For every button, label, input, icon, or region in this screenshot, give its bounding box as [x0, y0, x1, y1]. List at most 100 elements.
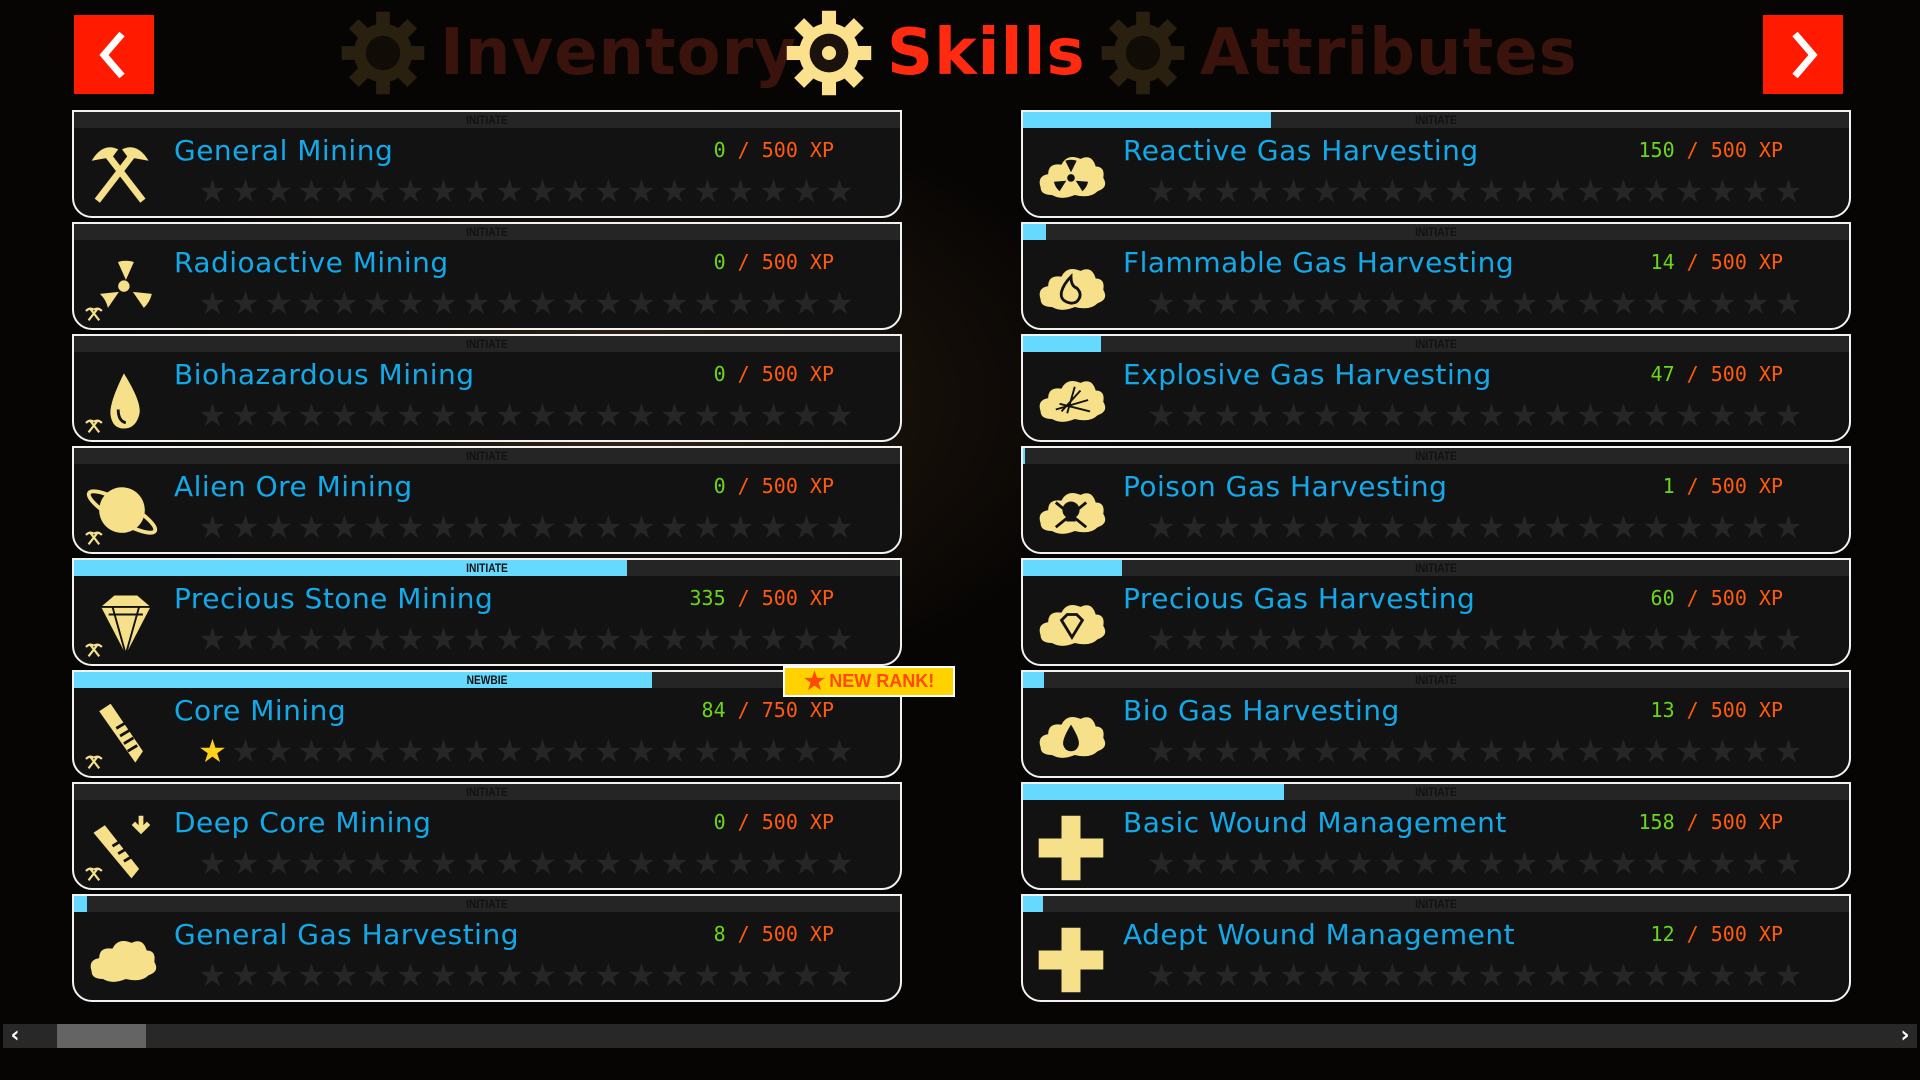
star-icon: ★: [1180, 396, 1209, 434]
skill-name: Precious Stone Mining: [174, 582, 494, 615]
skill-xp: 8 / 500 XP: [714, 922, 834, 946]
star-icon: ★: [660, 844, 689, 882]
skill-xp: 47 / 500 XP: [1651, 362, 1783, 386]
skill-card[interactable]: INITIATE Radioactive Mining 0 / 500 XP ★…: [72, 222, 902, 330]
star-icon: ★: [1477, 396, 1506, 434]
star-icon: ★: [297, 844, 326, 882]
star-icon: ★: [759, 732, 788, 770]
skill-card[interactable]: INITIATE General Mining 0 / 500 XP ★ ★ ★ ★ ★…: [72, 110, 902, 218]
star-icon: ★: [561, 172, 590, 210]
skill-xp: 0 / 500 XP: [714, 250, 834, 274]
scrollbar-thumb[interactable]: [57, 1024, 146, 1048]
chevron-right-icon: [1792, 31, 1818, 78]
star-icon: ★: [429, 284, 458, 322]
star-icon: ★: [330, 508, 359, 546]
star-icon: ★: [198, 732, 227, 770]
star-icon: ★: [1246, 172, 1275, 210]
star-icon: ★: [330, 844, 359, 882]
star-icon: ★: [1411, 508, 1440, 546]
rank-progress-bar: INITIATE: [1023, 112, 1849, 128]
star-icon: ★: [1312, 508, 1341, 546]
star-icon: ★: [429, 396, 458, 434]
star-icon: ★: [561, 508, 590, 546]
star-rating: ★ ★ ★ ★ ★ ★ ★ ★ ★ ★ ★ ★ ★ ★ ★ ★ ★ ★ ★ ★: [196, 734, 856, 768]
skill-xp: 14 / 500 XP: [1651, 250, 1783, 274]
star-icon: ★: [1246, 844, 1275, 882]
medical-cross-icon: [1038, 815, 1104, 881]
previous-page-button[interactable]: [74, 15, 154, 94]
star-icon: ★: [1246, 732, 1275, 770]
star-icon: ★: [693, 956, 722, 994]
xp-max: / 500 XP: [737, 138, 834, 162]
star-icon: ★: [1147, 284, 1176, 322]
skill-name: Poison Gas Harvesting: [1123, 470, 1448, 503]
star-icon: ★: [825, 956, 854, 994]
star-icon: ★: [1180, 844, 1209, 882]
star-icon: ★: [231, 732, 260, 770]
star-icon: ★: [1774, 396, 1803, 434]
rank-label: INITIATE: [466, 449, 508, 463]
radiation-cloud-icon: [1039, 157, 1106, 198]
scroll-left-arrow-icon[interactable]: ‹: [10, 1023, 20, 1048]
star-icon: ★: [198, 844, 227, 882]
star-icon: ★: [1609, 732, 1638, 770]
skill-card[interactable]: INITIATE Precious Stone Mining 335 / 500…: [72, 558, 902, 666]
skill-card[interactable]: NEWBIE Core Mining 84 / 750 XP ★ ★ ★ ★ ★ ★ ★ ★ ★…: [72, 670, 902, 778]
star-icon: ★: [462, 396, 491, 434]
xp-current: 1: [1662, 474, 1675, 498]
skill-card[interactable]: INITIATE Biohazardous Mining 0 / 500 XP …: [72, 334, 902, 442]
xp-current: 8: [713, 922, 726, 946]
skill-card[interactable]: INITIATE Poison Gas Harvesting 1 / 500 X…: [1021, 446, 1851, 554]
next-page-button[interactable]: [1763, 15, 1843, 94]
tab-attributes[interactable]: Attributes: [1100, 8, 1578, 98]
rank-label: INITIATE: [1415, 449, 1457, 463]
horizontal-scrollbar[interactable]: ‹ ›: [3, 1024, 1917, 1048]
star-icon: ★: [462, 956, 491, 994]
skill-name: Explosive Gas Harvesting: [1123, 358, 1492, 391]
star-icon: ★: [1477, 844, 1506, 882]
fire-cloud-icon: [1039, 269, 1106, 310]
skill-card[interactable]: INITIATE Deep Core Mining 0 / 500 XP ★ ★ ★…: [72, 782, 902, 890]
star-icon: ★: [1741, 844, 1770, 882]
skill-card[interactable]: INITIATE Explosive Gas Harvesting 47 / 5…: [1021, 334, 1851, 442]
xp-max: / 500 XP: [1686, 138, 1783, 162]
star-icon: ★: [803, 668, 826, 695]
star-icon: ★: [495, 172, 524, 210]
skill-card[interactable]: INITIATE Basic Wound Management 158 / 50…: [1021, 782, 1851, 890]
tab-skills[interactable]: Skills: [785, 8, 1086, 98]
star-icon: ★: [495, 732, 524, 770]
xp-max: / 500 XP: [737, 810, 834, 834]
star-icon: ★: [297, 956, 326, 994]
star-icon: ★: [1477, 284, 1506, 322]
star-icon: ★: [1279, 844, 1308, 882]
skill-card[interactable]: INITIATE General Gas Harvesting 8 / 500 …: [72, 894, 902, 1002]
star-icon: ★: [726, 284, 755, 322]
star-icon: ★: [231, 620, 260, 658]
skill-card[interactable]: INITIATE Flammable Gas Harvesting 14 / 5…: [1021, 222, 1851, 330]
star-icon: ★: [1312, 844, 1341, 882]
star-icon: ★: [264, 284, 293, 322]
star-icon: ★: [1213, 620, 1242, 658]
star-rating: ★ ★ ★ ★ ★ ★ ★ ★ ★ ★ ★ ★ ★ ★ ★ ★ ★ ★ ★ ★: [196, 510, 856, 544]
star-icon: ★: [1675, 620, 1704, 658]
skill-card[interactable]: INITIATE Alien Ore Mining 0 / 500 XP ★ ★ ★…: [72, 446, 902, 554]
rank-label: INITIATE: [1415, 673, 1457, 687]
skill-card[interactable]: INITIATE Reactive Gas Harvesting 150 / 5…: [1021, 110, 1851, 218]
xp-current: 335: [689, 586, 726, 610]
star-icon: ★: [231, 956, 260, 994]
medical-cross-plus-icon: [1038, 927, 1104, 993]
scroll-right-arrow-icon[interactable]: ›: [1900, 1023, 1910, 1048]
tab-inventory[interactable]: Inventory: [340, 8, 797, 98]
star-icon: ★: [1147, 732, 1176, 770]
star-icon: ★: [1279, 284, 1308, 322]
skill-card[interactable]: INITIATE Adept Wound Management 12 / 500…: [1021, 894, 1851, 1002]
skill-card[interactable]: INITIATE Bio Gas Harvesting 13 / 500 XP …: [1021, 670, 1851, 778]
xp-current: 84: [701, 698, 726, 722]
star-icon: ★: [1147, 172, 1176, 210]
star-icon: ★: [1510, 732, 1539, 770]
skill-card[interactable]: INITIATE Precious Gas Harvesting 60 / 50…: [1021, 558, 1851, 666]
gem-cloud-icon: [1039, 605, 1106, 646]
star-icon: ★: [528, 396, 557, 434]
xp-max: / 500 XP: [1686, 922, 1783, 946]
star-rating: ★ ★ ★ ★ ★ ★ ★ ★ ★ ★ ★ ★ ★ ★ ★ ★ ★ ★ ★ ★: [1145, 734, 1805, 768]
